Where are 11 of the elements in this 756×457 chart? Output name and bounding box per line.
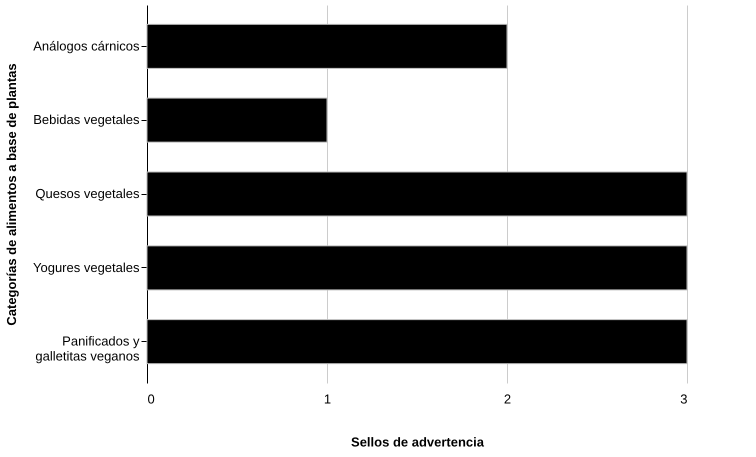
y-tick-label: Quesos vegetales [35, 186, 140, 201]
x-axis-title: Sellos de advertencia [351, 434, 485, 450]
y-tick-label: Yogures vegetales [33, 260, 140, 275]
x-tick-label: 0 [148, 392, 155, 406]
y-axis-title: Categorías de alimentos a base de plantas [4, 63, 20, 326]
y-tick-label: Panificados y galletitas veganos [35, 334, 140, 364]
y-tick-label: Análogos cárnicos [33, 38, 140, 54]
x-tick-label: 3 [680, 392, 688, 406]
x-tick-label: 1 [324, 392, 332, 406]
y-tick-label: Bebidas vegetales [33, 112, 140, 128]
x-tick-label: 2 [504, 392, 512, 406]
